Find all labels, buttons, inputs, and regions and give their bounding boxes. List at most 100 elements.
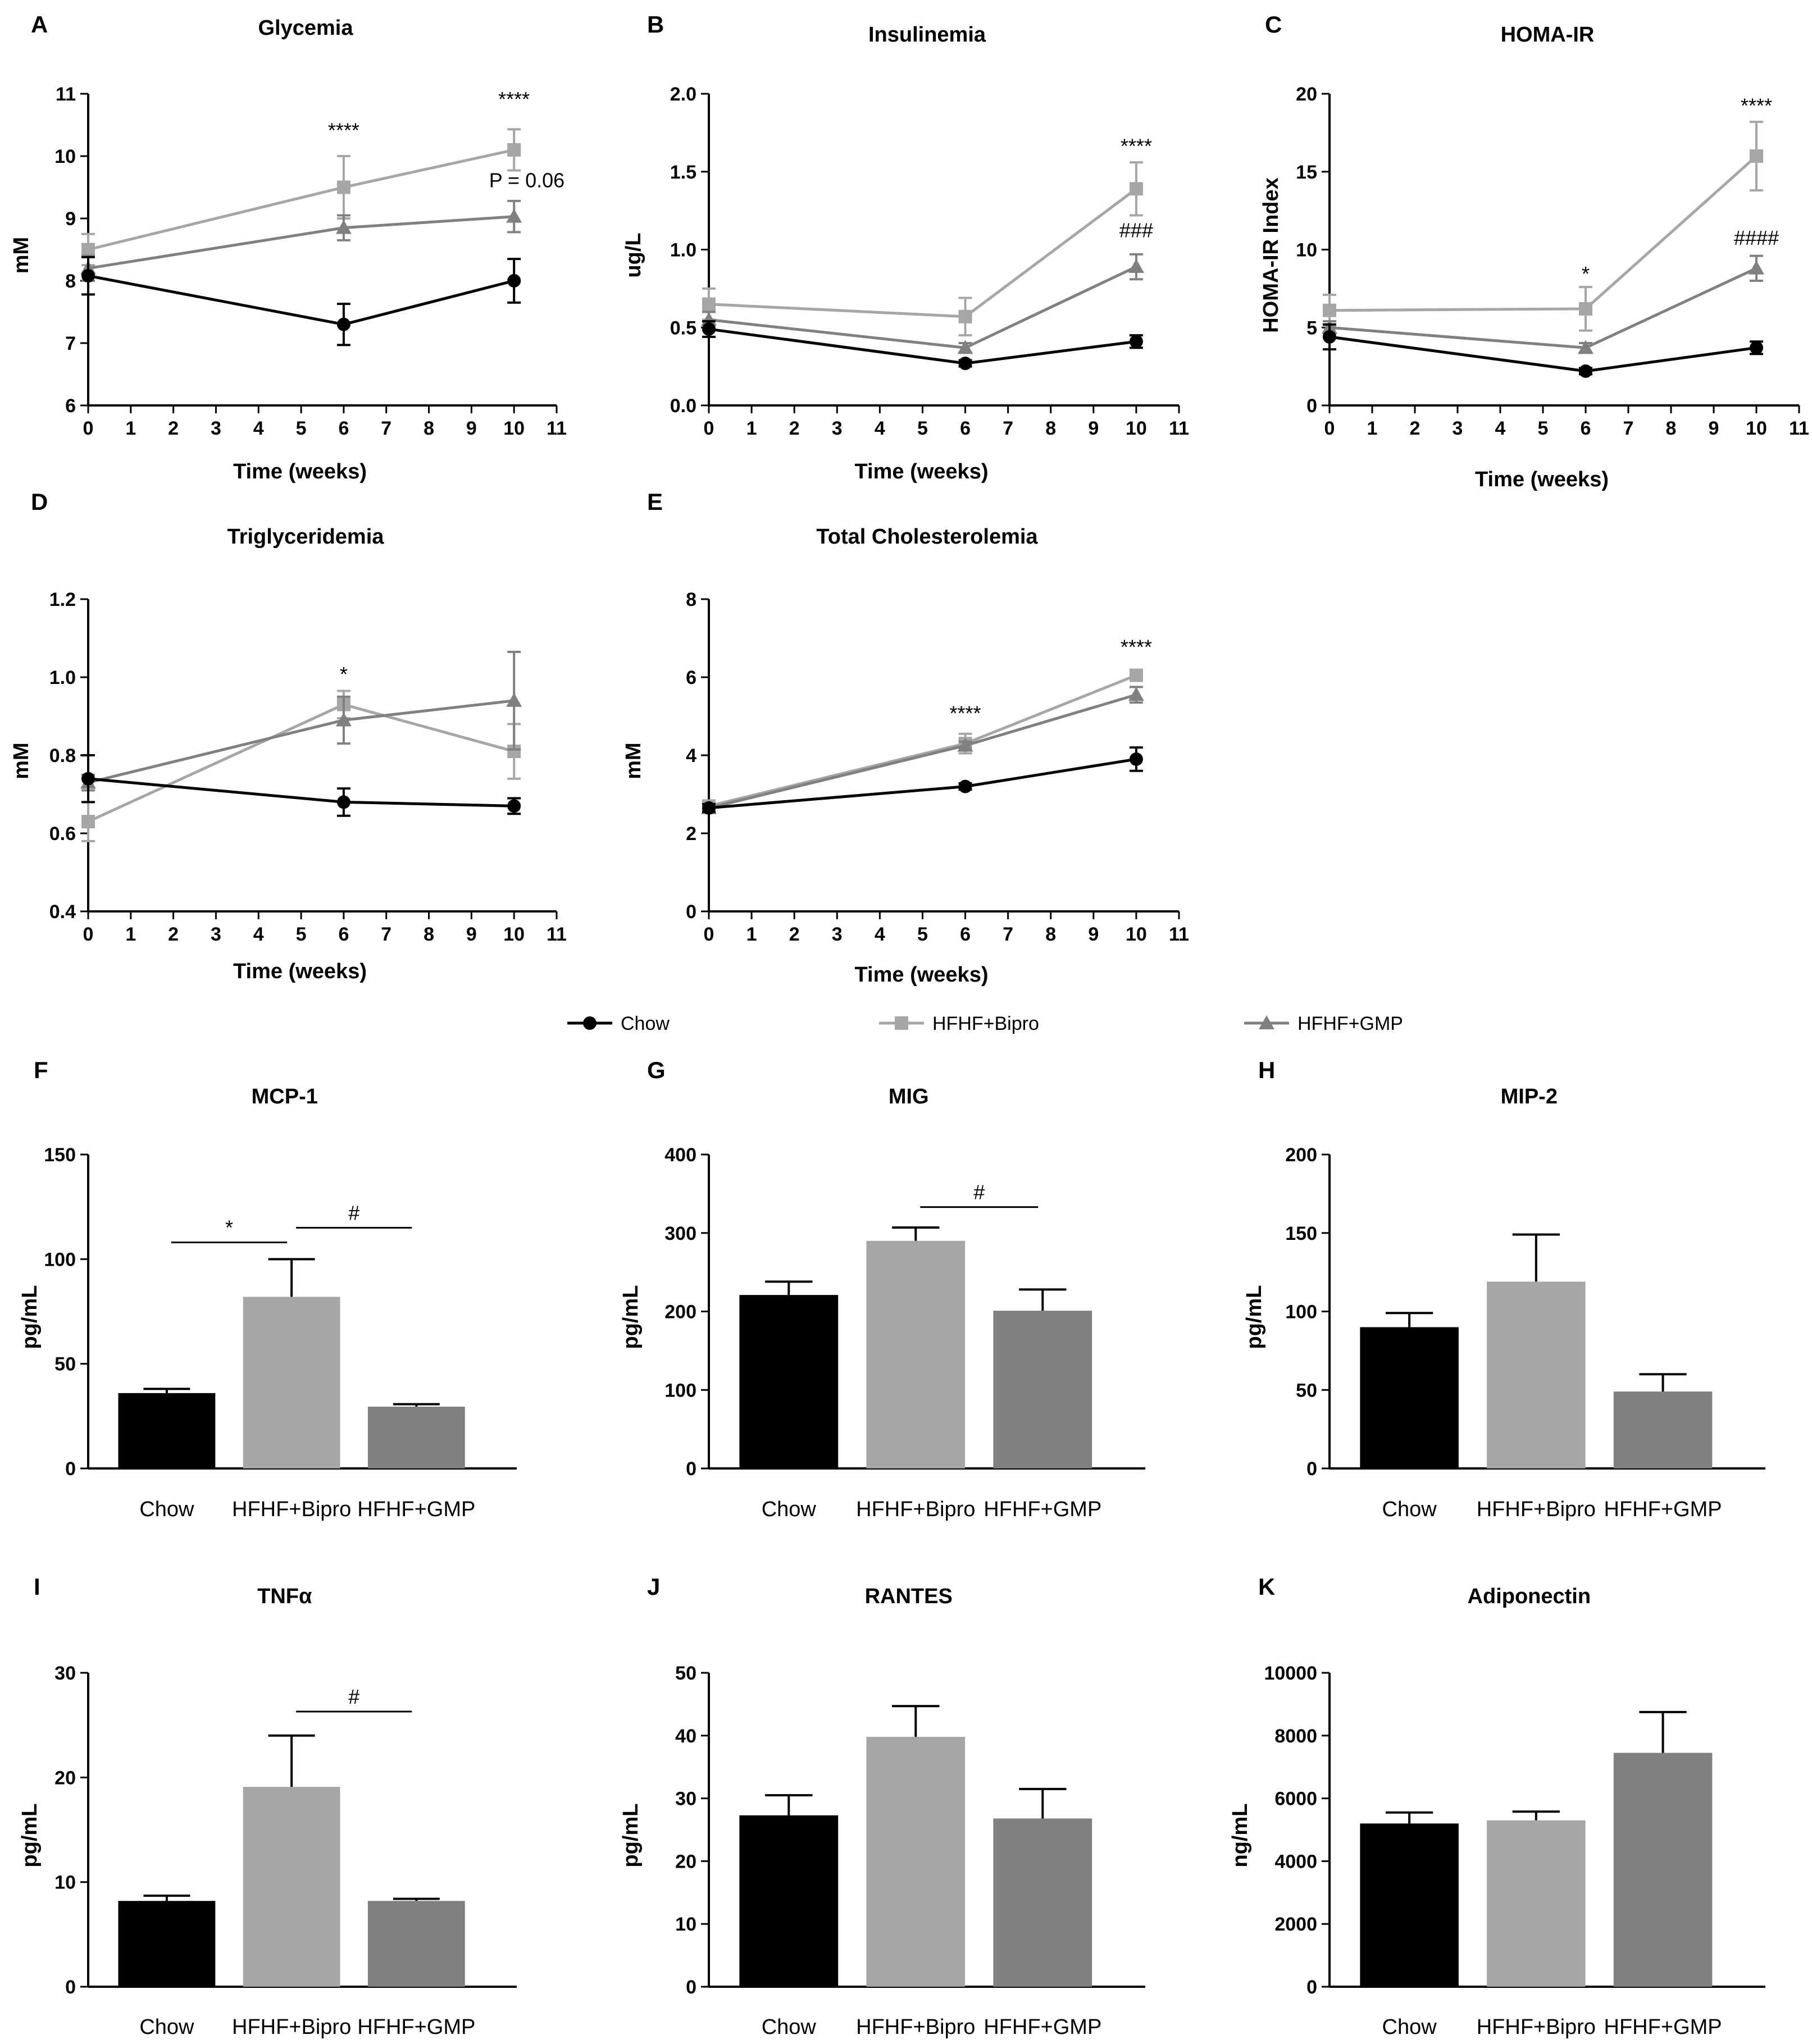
y-tick-label: 9 bbox=[65, 208, 76, 230]
category-label: HFHF+Bipro bbox=[232, 1498, 351, 1521]
data-point bbox=[1323, 303, 1336, 317]
x-tick-label: 11 bbox=[547, 924, 567, 945]
x-tick-label: 9 bbox=[466, 418, 477, 439]
y-tick-label: 100 bbox=[664, 1380, 696, 1401]
panel-letter: I bbox=[34, 1573, 40, 1600]
bar-chow bbox=[118, 1901, 216, 1987]
chart-title: Adiponectin bbox=[1468, 1585, 1591, 1608]
series-hfhf-gmp bbox=[80, 650, 522, 792]
category-label: HFHF+GMP bbox=[1604, 1498, 1722, 1521]
series-chow bbox=[81, 256, 521, 346]
x-tick-label: 8 bbox=[1045, 418, 1056, 439]
data-point bbox=[1129, 335, 1143, 349]
y-axis-label: mM bbox=[10, 742, 33, 779]
x-tick-label: 8 bbox=[1045, 924, 1056, 945]
y-tick-label: 11 bbox=[56, 84, 76, 105]
y-tick-label: 10 bbox=[54, 146, 76, 167]
significance-label: # bbox=[348, 1685, 359, 1708]
panel-letter: A bbox=[31, 11, 48, 38]
bar-hfhf-gmp bbox=[1613, 1391, 1713, 1468]
data-point bbox=[336, 180, 350, 194]
x-tick-label: 10 bbox=[1126, 924, 1147, 945]
x-tick-label: 10 bbox=[503, 418, 525, 439]
x-tick-label: 2 bbox=[789, 418, 800, 439]
panel-d: D Triglyceridemia 0 1 2 3 4 5 6 7 8 9 10 11 0.4 0.6 0.8 1… bbox=[10, 489, 567, 983]
y-tick-label: 10 bbox=[1296, 240, 1317, 261]
panel-letter: D bbox=[31, 489, 48, 515]
chart-title: HOMA-IR bbox=[1501, 23, 1595, 47]
x-tick-label: 6 bbox=[338, 924, 349, 945]
x-tick-label: 0 bbox=[83, 924, 94, 945]
y-tick-label: 0 bbox=[65, 1977, 76, 1998]
y-tick-label: 20 bbox=[54, 1767, 76, 1788]
data-point bbox=[1129, 668, 1143, 682]
x-tick-label: 6 bbox=[960, 418, 971, 439]
panel-a: A Glycemia 0 1 2 3 4 5 6 7 8 9 10 11 6 7 8 9 10 11 Time (wee… bbox=[10, 11, 567, 483]
bar-hfhf-bipro bbox=[866, 1240, 966, 1468]
chart-title: MCP-1 bbox=[252, 1085, 318, 1108]
significance-label: ### bbox=[1119, 218, 1153, 241]
x-tick-label: 1 bbox=[746, 418, 757, 439]
series-hfhf-bipro bbox=[702, 161, 1143, 337]
y-tick-label: 50 bbox=[1296, 1380, 1317, 1401]
series-line bbox=[88, 274, 515, 326]
y-tick-label: 150 bbox=[1285, 1223, 1317, 1244]
x-axis-label: Time (weeks) bbox=[233, 460, 367, 483]
y-tick-label: 7 bbox=[65, 333, 76, 354]
bar-hfhf-gmp bbox=[367, 1901, 465, 1987]
data-point bbox=[958, 779, 972, 793]
data-point bbox=[958, 357, 972, 371]
y-axis-label: pg/mL bbox=[1242, 1285, 1266, 1349]
y-tick-label: 20 bbox=[675, 1851, 696, 1872]
x-tick-label: 0 bbox=[83, 418, 94, 439]
x-tick-label: 7 bbox=[1623, 418, 1634, 439]
panel-letter: B bbox=[647, 11, 664, 38]
x-tick-label: 3 bbox=[832, 418, 843, 439]
x-tick-label: 8 bbox=[424, 924, 434, 945]
x-tick-label: 5 bbox=[917, 924, 928, 945]
y-tick-label: 200 bbox=[664, 1302, 696, 1323]
y-tick-label: 2.0 bbox=[670, 84, 696, 105]
x-tick-label: 3 bbox=[211, 924, 221, 945]
category-label: HFHF+GMP bbox=[984, 2015, 1101, 2039]
y-tick-label: 6000 bbox=[1274, 1788, 1317, 1810]
x-tick-label: 5 bbox=[296, 418, 307, 439]
chart-title: RANTES bbox=[865, 1585, 953, 1608]
data-point bbox=[336, 795, 350, 809]
significance-label: **** bbox=[950, 701, 981, 724]
bar-hfhf-bipro bbox=[866, 1737, 966, 1987]
x-tick-label: 1 bbox=[746, 924, 757, 945]
y-tick-label: 4000 bbox=[1274, 1851, 1317, 1872]
y-tick-label: 150 bbox=[44, 1144, 76, 1166]
y-tick-label: 0 bbox=[1306, 395, 1317, 417]
x-tick-label: 6 bbox=[960, 924, 971, 945]
series-chow bbox=[1323, 323, 1763, 378]
category-label: Chow bbox=[1382, 2015, 1437, 2039]
significance-label: **** bbox=[1121, 635, 1152, 658]
x-tick-label: 7 bbox=[381, 418, 391, 439]
series-hfhf-gmp bbox=[701, 253, 1144, 354]
y-tick-label: 10 bbox=[54, 1872, 76, 1894]
series-hfhf-gmp bbox=[1322, 254, 1764, 354]
y-tick-label: 1.2 bbox=[49, 589, 76, 610]
category-label: HFHF+GMP bbox=[1604, 2015, 1722, 2039]
y-tick-label: 0.5 bbox=[670, 317, 696, 339]
data-point bbox=[507, 799, 521, 813]
x-tick-label: 9 bbox=[1088, 924, 1099, 945]
chart-title: Insulinemia bbox=[868, 23, 986, 47]
y-tick-label: 0 bbox=[65, 1458, 76, 1480]
x-tick-label: 3 bbox=[832, 924, 843, 945]
y-axis-label: pg/mL bbox=[619, 1804, 643, 1868]
legend-label: Chow bbox=[621, 1013, 670, 1034]
data-point bbox=[336, 317, 350, 331]
x-tick-label: 11 bbox=[1169, 418, 1189, 439]
y-tick-label: 30 bbox=[675, 1788, 696, 1810]
data-point bbox=[702, 322, 716, 336]
data-point bbox=[81, 269, 95, 283]
series-line bbox=[1329, 155, 1758, 312]
bar-hfhf-gmp bbox=[993, 1818, 1092, 1987]
legend-item-hfhf-bipro: HFHF+Bipro bbox=[879, 1013, 1039, 1034]
series-hfhf-bipro bbox=[81, 690, 521, 842]
panel-c: C HOMA-IR 0 1 2 3 4 5 6 7 8 9 10 11 0 5 10 15 20 Time (week… bbox=[1259, 11, 1809, 491]
